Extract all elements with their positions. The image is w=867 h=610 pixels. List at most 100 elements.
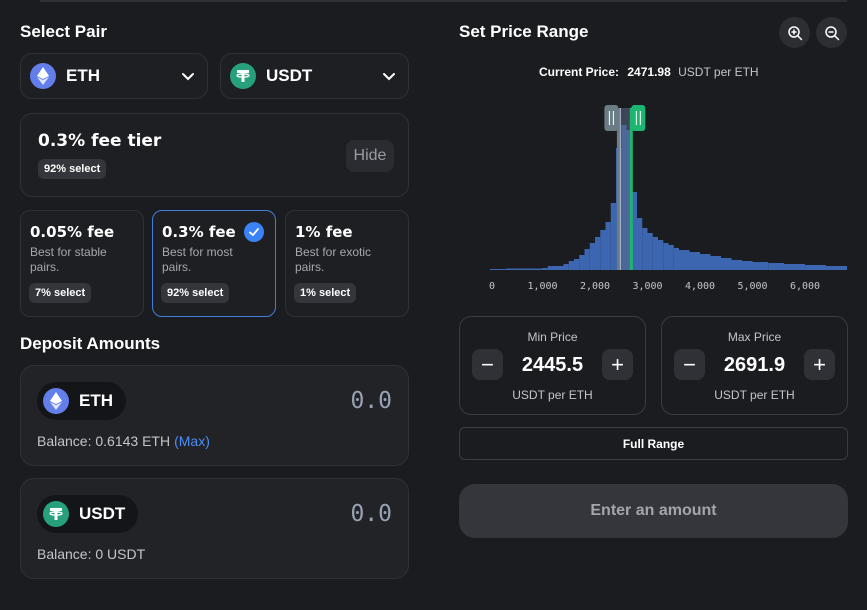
current-price-value: 2471.98 — [627, 65, 671, 79]
zoom-in-button[interactable] — [779, 17, 810, 48]
deposit-eth-symbol: ETH — [79, 391, 113, 410]
deposit-usdt-token: USDT — [37, 495, 139, 533]
current-price-unit: USDT per ETH — [678, 65, 759, 79]
liquidity-bar — [673, 248, 679, 270]
max-price-unit: USDT per ETH — [714, 388, 795, 402]
fee-option-desc: Best for exotic pairs. — [295, 245, 372, 274]
fee-option-1[interactable]: 1% fee Best for exotic pairs. 1% select — [285, 210, 409, 317]
fee-option-desc: Best for most pairs. — [162, 245, 233, 274]
zoom-out-icon — [824, 25, 839, 40]
fee-option-label: 0.05% fee — [30, 223, 115, 241]
set-price-range-title: Set Price Range — [459, 22, 589, 41]
liquidity-bar — [642, 228, 648, 270]
check-icon — [244, 222, 264, 242]
token-b-symbol: USDT — [266, 66, 313, 85]
liquidity-bar — [805, 265, 826, 270]
min-price-handle[interactable] — [604, 105, 620, 270]
current-price: Current Price: 2471.98 USDT per ETH — [539, 65, 759, 79]
zoom-in-icon — [787, 25, 802, 40]
usdt-icon — [43, 501, 69, 527]
liquidity-bar — [574, 259, 580, 270]
max-price-increment-button[interactable]: + — [804, 349, 835, 380]
eth-balance-text: Balance: 0.6143 ETH — [37, 433, 171, 449]
liquidity-bar — [563, 264, 569, 270]
liquidity-bar — [637, 218, 643, 270]
liquidity-bar — [584, 249, 590, 270]
token-a-select[interactable]: ETH — [20, 53, 208, 99]
selected-range-area — [618, 108, 632, 270]
max-button[interactable]: (Max) — [174, 433, 210, 449]
liquidity-bar — [505, 268, 543, 270]
deposit-eth-token: ETH — [37, 382, 126, 420]
deposit-usdt-panel: USDT 0.0 Balance: 0 USDT — [20, 478, 409, 579]
liquidity-bar — [568, 261, 574, 270]
liquidity-bar — [700, 254, 711, 270]
chevron-down-icon — [383, 73, 395, 81]
x-tick-label: 3,000 — [632, 281, 662, 292]
liquidity-bar — [668, 245, 674, 270]
max-price-handle[interactable] — [629, 105, 646, 270]
liquidity-bar — [663, 243, 669, 270]
x-tick-label: 4,000 — [685, 281, 715, 292]
liquidity-bar — [600, 230, 606, 270]
fee-option-label: 1% fee — [295, 223, 353, 241]
fee-option-03[interactable]: 0.3% fee Best for most pairs. 92% select — [152, 210, 276, 317]
current-price-label: Current Price: — [539, 65, 620, 79]
max-price-decrement-button[interactable]: − — [674, 349, 705, 380]
liquidity-bar — [631, 192, 637, 270]
liquidity-bar — [752, 262, 769, 270]
fee-option-select-badge: 1% select — [294, 283, 357, 303]
liquidity-bar — [490, 269, 506, 270]
liquidity-bar — [652, 237, 658, 270]
chevron-down-icon — [182, 73, 194, 81]
min-price-box: Min Price − 2445.5 + USDT per ETH — [459, 316, 646, 415]
deposit-eth-amount-input[interactable]: 0.0 — [350, 388, 392, 414]
fee-option-select-badge: 7% select — [29, 283, 92, 303]
deposit-usdt-amount-input[interactable]: 0.0 — [350, 501, 392, 527]
max-price-box: Max Price − 2691.9 + USDT per ETH — [661, 316, 848, 415]
liquidity-bar — [647, 233, 653, 270]
liquidity-bar — [595, 237, 601, 270]
liquidity-bar — [547, 266, 564, 270]
full-range-button[interactable]: Full Range — [459, 427, 848, 460]
min-price-decrement-button[interactable]: − — [472, 349, 503, 380]
liquidity-bar — [605, 222, 611, 270]
deposit-usdt-symbol: USDT — [79, 504, 126, 523]
x-tick-label: 2,000 — [580, 281, 610, 292]
liquidity-bars — [490, 125, 847, 270]
liquidity-bar — [542, 268, 548, 270]
select-pair-title: Select Pair — [20, 22, 107, 41]
fee-option-005[interactable]: 0.05% fee Best for stable pairs. 7% sele… — [20, 210, 144, 317]
x-tick-label: 6,000 — [790, 281, 820, 292]
x-tick-label: 0 — [489, 281, 495, 292]
fee-option-label: 0.3% fee — [162, 223, 236, 241]
deposit-usdt-balance: Balance: 0 USDT — [37, 546, 146, 562]
min-price-unit: USDT per ETH — [512, 388, 593, 402]
x-tick-label: 1,000 — [527, 281, 557, 292]
deposit-amounts-title: Deposit Amounts — [20, 334, 161, 353]
range-overlay — [604, 105, 646, 270]
deposit-eth-panel: ETH 0.0 Balance: 0.6143 ETH (Max) — [20, 365, 409, 466]
enter-amount-button[interactable]: Enter an amount — [459, 484, 848, 538]
min-price-increment-button[interactable]: + — [602, 349, 633, 380]
liquidity-bar — [579, 255, 585, 270]
liquidity-bar — [610, 203, 616, 270]
eth-icon — [30, 63, 56, 89]
liquidity-bar — [768, 263, 784, 270]
fee-option-desc: Best for stable pairs. — [30, 245, 107, 274]
x-axis-ticks: 0 1,000 2,000 3,000 4,000 5,000 6,000 — [489, 281, 820, 292]
eth-icon — [43, 388, 69, 414]
liquidity-chart[interactable]: 0 1,000 2,000 3,000 4,000 5,000 6,000 — [480, 100, 850, 300]
fee-tier-current: 0.3% fee tier — [38, 131, 162, 151]
min-price-input[interactable]: 2445.5 — [521, 354, 584, 376]
token-b-select[interactable]: USDT — [220, 53, 409, 99]
liquidity-bar — [658, 240, 664, 270]
liquidity-bar — [826, 266, 847, 270]
zoom-out-button[interactable] — [816, 17, 847, 48]
liquidity-bar — [710, 256, 721, 270]
max-price-input[interactable]: 2691.9 — [723, 354, 786, 376]
liquidity-bar — [721, 258, 732, 270]
x-tick-label: 5,000 — [737, 281, 767, 292]
hide-button[interactable]: Hide — [346, 140, 394, 172]
fee-tier-summary: 0.3% fee tier 92% select Hide — [20, 113, 409, 197]
